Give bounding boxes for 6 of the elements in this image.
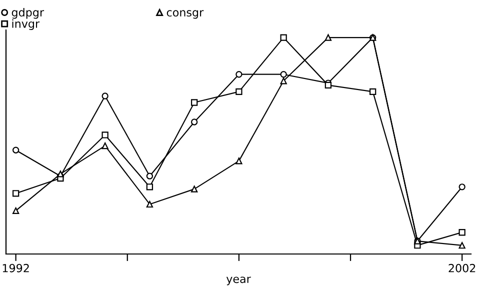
x-axis-title: year bbox=[226, 276, 251, 286]
x-tick-label: 2002 bbox=[448, 264, 476, 272]
x-tick-label: 1992 bbox=[2, 264, 29, 272]
legend-label: gdpgr bbox=[12, 8, 44, 19]
legend-label: consgr bbox=[166, 10, 204, 19]
legend-label: invgr bbox=[12, 19, 40, 30]
